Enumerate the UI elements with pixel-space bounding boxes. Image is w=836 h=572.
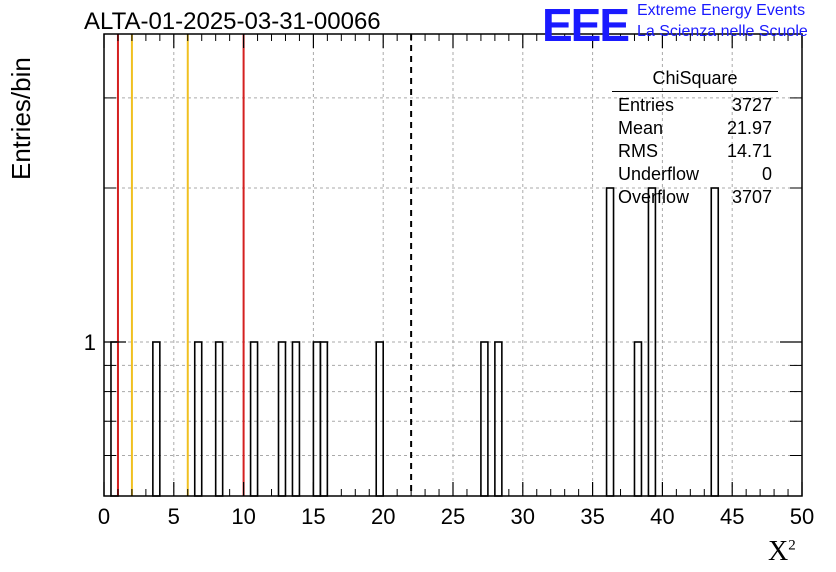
- brand-line-1: Extreme Energy Events: [637, 2, 806, 19]
- x-tick-label: 40: [650, 504, 674, 529]
- x-tick-label: 35: [580, 504, 604, 529]
- x-tick-label: 45: [720, 504, 744, 529]
- x-tick-label: 30: [511, 504, 535, 529]
- x-tick-label: 20: [371, 504, 395, 529]
- brand-line-2: La Scienza nelle Scuole: [637, 23, 808, 40]
- stats-box: ChiSquare Entries 3727 Mean 21.97 RMS 14.71…: [612, 68, 778, 209]
- x-tick-label: 0: [98, 504, 110, 529]
- axis-ticks: [103, 33, 803, 496]
- stats-value: 21.97: [726, 118, 772, 138]
- stats-label: Entries: [618, 95, 675, 115]
- stats-row-overflow: Overflow 3707: [612, 186, 778, 209]
- stats-label: Overflow: [618, 187, 690, 207]
- stats-row-entries: Entries 3727: [612, 94, 778, 117]
- stats-value: 3727: [731, 95, 772, 115]
- x-tick-label: 15: [301, 504, 325, 529]
- stats-row-underflow: Underflow 0: [612, 163, 778, 186]
- x-tick-label: 50: [790, 504, 814, 529]
- stats-title: ChiSquare: [612, 68, 778, 92]
- chart-title: ALTA-01-2025-03-31-00066: [84, 8, 381, 35]
- stats-row-mean: Mean 21.97: [612, 117, 778, 140]
- x-tick-label: 5: [168, 504, 180, 529]
- stats-label: Mean: [618, 118, 664, 138]
- x-tick-label: 25: [441, 504, 465, 529]
- x-axis-label-sup: 2: [788, 537, 796, 554]
- stats-value: 0: [761, 164, 772, 184]
- stats-label: Underflow: [618, 164, 700, 184]
- x-axis-label-base: X: [768, 536, 789, 567]
- stats-label: RMS: [618, 141, 658, 161]
- stats-row-rms: RMS 14.71: [612, 140, 778, 163]
- y-tick-label: 1: [84, 330, 96, 355]
- x-tick-label: 10: [231, 504, 255, 529]
- stats-value: 14.71: [726, 141, 772, 161]
- stats-value: 3707: [731, 187, 772, 207]
- axis-tick-labels: 0 5 10 15 20 25 30 35 40 45 50 1: [84, 330, 814, 529]
- y-axis-label: Entries/bin: [6, 57, 36, 180]
- x-axis-label: X2: [768, 536, 796, 568]
- eee-logo: EEE: [542, 0, 630, 51]
- reference-lines: [116, 34, 413, 496]
